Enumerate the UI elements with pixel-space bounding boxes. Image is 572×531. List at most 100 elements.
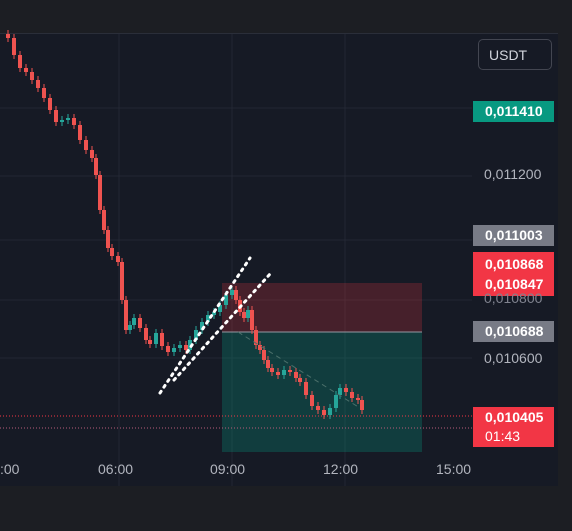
- candle-body: [262, 350, 266, 360]
- candle-body: [254, 330, 258, 345]
- candle-body: [78, 125, 82, 140]
- time-axis-tick-4: 15:00: [436, 461, 472, 477]
- price-axis-tick-1: 0,010800: [484, 290, 543, 306]
- candle-body: [344, 388, 348, 392]
- candle-body: [218, 305, 222, 312]
- candle-body: [138, 318, 142, 328]
- candle-body: [98, 175, 102, 210]
- candle-body: [328, 408, 332, 415]
- candle-body: [54, 110, 58, 122]
- candle-body: [360, 400, 364, 410]
- time-axis-tick-3: 12:00: [323, 461, 359, 477]
- drawings-layer[interactable]: [158, 256, 361, 409]
- candle-body: [94, 158, 98, 175]
- candle-body: [184, 345, 188, 350]
- candle-body: [188, 340, 192, 350]
- candle-body: [356, 398, 360, 400]
- candle-body: [282, 370, 286, 375]
- candle-body: [102, 210, 106, 230]
- price-axis-tick-2: 0,010600: [484, 350, 543, 366]
- candle-body: [160, 333, 164, 346]
- candle-body: [42, 88, 46, 98]
- candle-body: [206, 315, 210, 322]
- candle-body: [270, 368, 274, 372]
- currency-selector-button[interactable]: USDT: [478, 39, 552, 70]
- candle-body: [172, 348, 176, 352]
- projection-line: [237, 331, 361, 409]
- candle-body: [294, 372, 298, 378]
- candle-body: [84, 140, 88, 150]
- channel-upper-line: [158, 256, 252, 395]
- candle-body: [60, 120, 64, 122]
- candle-body: [116, 256, 120, 262]
- price-label-high-text: 0,011410: [485, 103, 543, 119]
- candle-body: [298, 378, 302, 382]
- candle-body: [128, 325, 132, 330]
- candle-body: [242, 312, 246, 318]
- candle-body: [350, 392, 354, 398]
- current-price-text: 0,010405: [485, 409, 544, 425]
- candle-body: [48, 98, 52, 110]
- bottom-bar: [0, 486, 572, 531]
- bar-countdown-text: 01:43: [485, 428, 521, 444]
- candle-body: [322, 410, 326, 415]
- candle-body: [276, 372, 280, 375]
- candle-body: [304, 382, 308, 395]
- candle-body: [266, 360, 270, 368]
- price-label-target: 0,010688: [473, 321, 554, 342]
- right-edge: [558, 0, 572, 531]
- candle-body: [224, 295, 228, 305]
- candle-body: [288, 370, 292, 372]
- candle-body: [316, 406, 320, 410]
- candle-body: [178, 345, 182, 348]
- candle-body: [12, 38, 16, 55]
- candle-body: [120, 262, 124, 300]
- price-label-target-text: 0,010688: [485, 323, 544, 339]
- candle-body: [200, 322, 204, 330]
- candle-body: [334, 395, 338, 408]
- take-profit-zone: [222, 332, 422, 452]
- candle-body: [230, 290, 234, 295]
- position-zones[interactable]: [0, 283, 472, 452]
- candle-body: [144, 328, 148, 340]
- price-axis-tick-0: 0,011200: [484, 166, 542, 182]
- time-axis-tick-0: :00: [0, 461, 20, 477]
- price-label-stop-upper: 0,010868: [485, 256, 544, 272]
- time-axis-tick-2: 09:00: [210, 461, 246, 477]
- time-axis-tick-1: 06:00: [98, 461, 134, 477]
- chart-pane[interactable]: [0, 33, 558, 487]
- candle-body: [110, 248, 114, 256]
- candle-body: [30, 72, 34, 80]
- candle-body: [90, 150, 94, 158]
- candle-body: [246, 310, 250, 318]
- candle-body: [66, 118, 70, 120]
- price-label-high: 0,011410: [473, 101, 554, 122]
- current-price-label: 0,010405 01:43: [473, 407, 554, 447]
- price-label-entry: 0,011003: [473, 225, 554, 246]
- channel-lower-line: [172, 272, 272, 382]
- candle-body: [250, 310, 254, 330]
- candle-body: [148, 340, 152, 344]
- currency-label: USDT: [489, 46, 528, 63]
- candle-body: [212, 312, 216, 315]
- candle-body: [310, 395, 314, 406]
- candle-body: [72, 118, 76, 125]
- candle-body: [106, 230, 110, 248]
- price-label-entry-text: 0,011003: [485, 227, 543, 243]
- candle-body: [132, 318, 136, 325]
- candle-body: [194, 330, 198, 340]
- candle-body: [338, 388, 342, 395]
- price-label-stop-lower: 0,010847: [485, 276, 544, 292]
- candle-body: [154, 333, 158, 344]
- candle-body: [124, 300, 128, 330]
- candle-body: [6, 34, 10, 38]
- candle-body: [234, 290, 238, 300]
- candle-body: [258, 345, 262, 350]
- candle-body: [24, 68, 28, 72]
- candle-body: [166, 346, 170, 352]
- price-label-stop: 0,010868 0,010847: [473, 252, 554, 296]
- candle-body: [36, 80, 40, 88]
- candle-body: [18, 55, 22, 68]
